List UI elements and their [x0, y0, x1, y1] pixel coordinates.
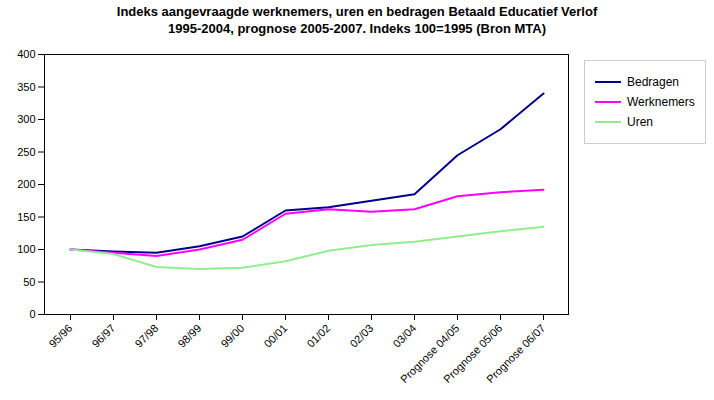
svg-text:95/96: 95/96	[46, 322, 74, 350]
svg-text:00/01: 00/01	[261, 322, 289, 350]
svg-text:250: 250	[17, 145, 35, 157]
html-text:Indeks aangevraagde werknemers: Indeks aangevraagde werknemers, uren en …	[116, 4, 598, 36]
svg-text:100: 100	[17, 243, 35, 255]
svg-text:150: 150	[17, 210, 35, 222]
svg-text:0: 0	[29, 308, 35, 320]
svg-text:99/00: 99/00	[218, 322, 246, 350]
svg-text:03/04: 03/04	[390, 322, 418, 350]
svg-text:01/02: 01/02	[304, 322, 332, 350]
html-text:Werknemers: Werknemers	[627, 94, 695, 109]
svg-text:Prognose 06/07: Prognose 06/07	[484, 322, 547, 385]
svg-text:Prognose 05/06: Prognose 05/06	[441, 321, 505, 385]
svg-text:98/99: 98/99	[175, 322, 203, 350]
svg-text:Prognose 04/05: Prognose 04/05	[398, 321, 462, 385]
svg-text:02/03: 02/03	[347, 322, 375, 350]
svg-text:97/98: 97/98	[132, 322, 160, 350]
svg-text:400: 400	[17, 48, 35, 60]
svg-text:96/97: 96/97	[89, 322, 117, 350]
html-text:Bedragen: Bedragen	[627, 74, 679, 89]
html-text:Uren: Uren	[627, 114, 653, 129]
svg-text:200: 200	[17, 178, 35, 190]
svg-text:350: 350	[17, 80, 35, 92]
svg-text:300: 300	[17, 113, 35, 125]
svg-text:50: 50	[23, 275, 35, 287]
